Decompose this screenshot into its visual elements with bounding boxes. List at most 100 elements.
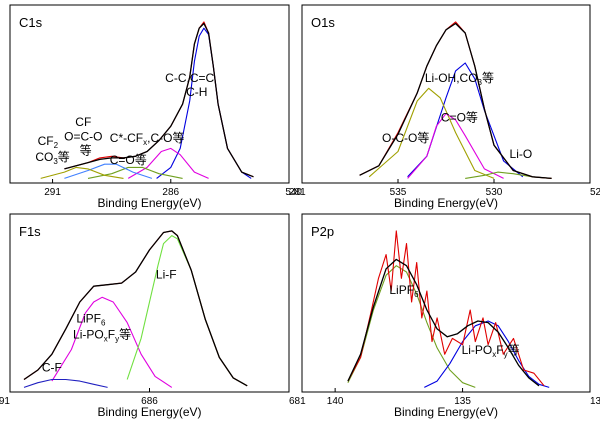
series-line-4 xyxy=(87,166,183,179)
x-tick-label: 530 xyxy=(486,187,503,198)
annotation-text: C-C,C=C xyxy=(165,71,214,85)
series-line-4 xyxy=(23,378,108,388)
annotation-subscript: x xyxy=(492,350,496,359)
x-tick-label: 535 xyxy=(390,187,407,198)
peak-annotation: O=C-O xyxy=(64,129,102,143)
peak-annotation: Li-POxFy等 xyxy=(73,327,131,343)
peak-annotation: O-C-O等 xyxy=(382,131,429,145)
peak-annotation: C*-CFx,C-O等 xyxy=(110,131,185,147)
peak-annotation: CF2 xyxy=(38,134,59,150)
x-axis-label: Binding Energy(eV) xyxy=(97,196,201,210)
peak-annotation: C-C,C=C xyxy=(165,71,214,85)
x-axis-label: Binding Energy(eV) xyxy=(97,405,201,419)
series-line-3 xyxy=(127,147,209,179)
peak-annotation: C=O等 xyxy=(110,153,147,167)
annotation-subscript: 6 xyxy=(414,290,419,299)
peak-annotation: C=O等 xyxy=(441,111,478,125)
annotation-text: 等 xyxy=(482,71,494,85)
plot-frame xyxy=(301,4,591,184)
annotation-subscript: y xyxy=(115,334,119,343)
series-line-1 xyxy=(347,258,540,387)
annotation-text: CF xyxy=(38,134,54,148)
chart-panel-c1s: C1s 291 286 281 Binding Energy(eV) C-C,C=CC-H… xyxy=(9,4,306,210)
x-tick-label: 130 xyxy=(590,396,600,407)
peak-annotation: Li-F xyxy=(156,267,177,281)
peak-annotation: CF xyxy=(75,115,91,129)
annotation-text: C*-CF xyxy=(110,131,143,145)
x-tick-label: 540 xyxy=(285,187,302,198)
x-tick-label: 281 xyxy=(289,187,306,198)
series-line-2 xyxy=(156,27,252,179)
annotation-text: C=O等 xyxy=(441,111,478,125)
annotation-text: C-H xyxy=(186,85,207,99)
series-line-2 xyxy=(51,296,173,388)
annotation-text: ,C-O等 xyxy=(147,131,184,145)
peak-annotation: LiPF6 xyxy=(76,312,106,328)
x-tick-label: 681 xyxy=(289,396,306,407)
x-tick-label: 686 xyxy=(141,396,158,407)
series-line-3 xyxy=(424,320,550,388)
annotation-subscript: 6 xyxy=(101,319,106,328)
annotation-subscript: 3 xyxy=(53,157,58,166)
annotation-text: 等 xyxy=(119,327,131,341)
annotation-text: Li-PO xyxy=(462,343,493,357)
x-tick-label: 691 xyxy=(0,396,10,407)
annotation-text: 等 xyxy=(80,144,92,158)
series-line-1 xyxy=(64,22,254,178)
x-tick-label: 525 xyxy=(590,187,600,198)
x-tick-label: 140 xyxy=(327,396,344,407)
annotation-subscript: 2 xyxy=(54,141,59,150)
series-line-5 xyxy=(64,163,153,179)
series-line-6 xyxy=(40,166,124,179)
chart-panel-p2p: P2p 140 135 130 Binding Energy(eV) LiPF6 Li-PO… xyxy=(301,213,600,419)
annotation-text: Li-F xyxy=(156,267,177,281)
series-line-2 xyxy=(347,265,476,388)
peak-annotation: C-H xyxy=(186,85,207,99)
annotation-subscript: x xyxy=(143,138,147,147)
annotation-text: 等 xyxy=(508,343,520,357)
x-tick-label: 135 xyxy=(454,396,471,407)
chart-panel-o1s: O1s 540 535 530 525 Binding Energy(eV) Li-OH,C… xyxy=(285,4,600,210)
annotation-text: O=C-O xyxy=(64,129,102,143)
chart-panel-f1s: F1s 691 686 681 Binding Energy(eV) Li-F LiPF6L… xyxy=(0,213,306,419)
annotation-subscript: y xyxy=(504,350,508,359)
annotation-text: LiPF xyxy=(76,312,101,326)
peak-annotation: Li-POxFy等 xyxy=(462,343,520,359)
panel-title: P2p xyxy=(311,224,334,239)
plot-frame xyxy=(9,4,290,184)
annotation-text: C-F xyxy=(42,361,62,375)
annotation-text: CO xyxy=(35,150,53,164)
plot-frame xyxy=(301,213,591,393)
series-line-4 xyxy=(407,113,504,179)
peak-annotation: 等 xyxy=(80,144,92,158)
annotation-text: 等 xyxy=(58,150,70,164)
series-line-3 xyxy=(126,235,248,387)
annotation-subscript: x xyxy=(104,334,108,343)
x-axis-label: Binding Energy(eV) xyxy=(394,196,498,210)
annotation-text: LiPF xyxy=(389,283,414,297)
peak-annotation: Li-OH,CO3等 xyxy=(425,71,494,87)
series-line-3 xyxy=(368,87,495,179)
peak-annotation: LiPF6 xyxy=(389,283,419,299)
x-tick-label: 291 xyxy=(44,187,61,198)
series-line-1 xyxy=(359,22,552,180)
series-line-0 xyxy=(347,230,545,387)
annotation-text: Li-O xyxy=(510,147,533,161)
annotation-text: CF xyxy=(75,115,91,129)
x-tick-label: 286 xyxy=(162,187,179,198)
x-axis-label: Binding Energy(eV) xyxy=(394,405,498,419)
panel-title: F1s xyxy=(19,224,41,239)
annotation-text: O-C-O等 xyxy=(382,131,429,145)
annotation-text: Li-OH,CO xyxy=(425,71,478,85)
peak-annotation: C-F xyxy=(42,361,62,375)
peak-annotation: Li-O xyxy=(510,147,533,161)
peak-annotation: CO3等 xyxy=(35,150,69,166)
annotation-text: C=O等 xyxy=(110,153,147,167)
annotation-text: F xyxy=(108,327,115,341)
panel-title: C1s xyxy=(19,15,43,30)
panel-title: O1s xyxy=(311,15,335,30)
annotation-subscript: 3 xyxy=(478,78,483,87)
annotation-text: Li-PO xyxy=(73,327,104,341)
series-line-1 xyxy=(23,230,248,387)
